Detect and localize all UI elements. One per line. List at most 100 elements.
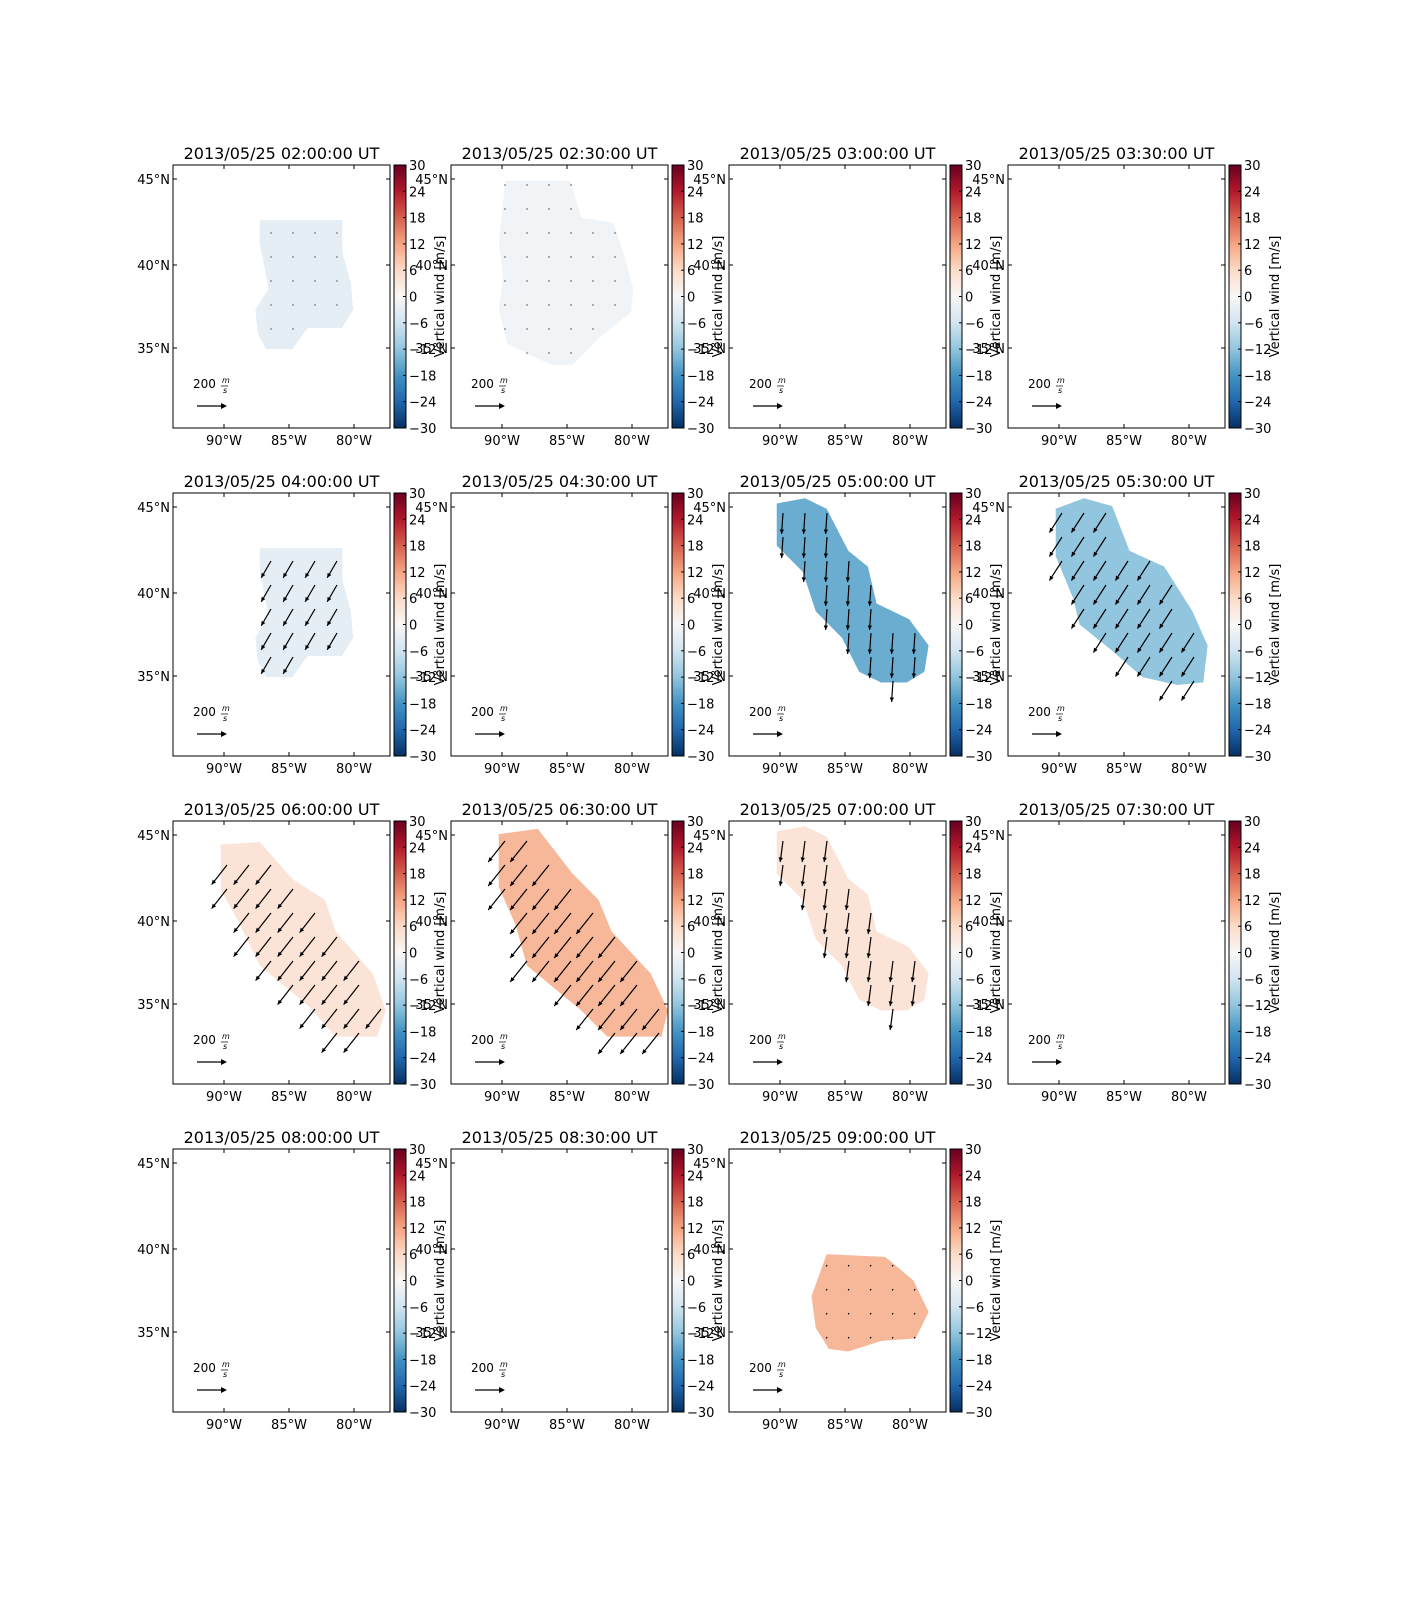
wind-cell [272, 857, 282, 867]
wind-cell [568, 237, 578, 247]
wind-cell [290, 691, 300, 701]
wind-arrow [336, 232, 338, 234]
wind-cell [245, 273, 255, 283]
wind-cell [209, 821, 219, 831]
wind-cell [1215, 574, 1225, 584]
colorbar-tick-label: 24 [409, 185, 426, 200]
wind-cell [254, 165, 264, 175]
wind-cell [317, 183, 327, 193]
wind-cell [604, 327, 614, 337]
wind-arrow [314, 304, 316, 306]
wind-arrow [1092, 608, 1107, 629]
panel-title: 2013/05/25 05:00:00 UT [740, 472, 936, 491]
colorbar-tick-label: 24 [965, 513, 982, 528]
wind-arrow [548, 184, 550, 186]
wind-cell [460, 219, 470, 229]
wind-arrow [779, 512, 785, 535]
wind-cell [559, 192, 569, 202]
wind-cell [191, 655, 201, 665]
wind-cell [227, 610, 237, 620]
wind-cell [299, 866, 309, 876]
wind-cell [1071, 556, 1081, 566]
wind-cell [173, 893, 183, 903]
wind-cell [182, 372, 192, 382]
wind-cell [191, 417, 201, 427]
wind-cell [1134, 637, 1144, 647]
wind-cell [263, 246, 273, 256]
wind-cell [855, 610, 865, 620]
wind-cell [514, 399, 524, 409]
wind-cell [290, 228, 300, 238]
wind-cell [344, 363, 354, 373]
wind-cell [1044, 745, 1054, 755]
wind-cell [550, 228, 560, 238]
wind-cell [478, 174, 488, 184]
wind-cell [1044, 556, 1054, 566]
wind-cell [182, 574, 192, 584]
wind-cell [936, 619, 946, 629]
wind-cell [550, 408, 560, 418]
wind-cell [613, 390, 623, 400]
wind-cell [792, 592, 802, 602]
wind-cell [559, 219, 569, 229]
wind-cell [362, 300, 372, 310]
wind-cell [1080, 709, 1090, 719]
wind-cell [263, 920, 273, 930]
wind-cell [1116, 574, 1126, 584]
wind-cell [1116, 520, 1126, 530]
wind-cell [810, 691, 820, 701]
wind-cell [371, 911, 381, 921]
wind-cell [191, 938, 201, 948]
wind-cell [371, 390, 381, 400]
wind-cell [371, 727, 381, 737]
wind-cell [478, 255, 488, 265]
wind-cell [344, 583, 354, 593]
wind-cell [595, 408, 605, 418]
wind-cell [649, 192, 659, 202]
wind-cell [604, 426, 614, 436]
colorbar-tick-label: −24 [965, 396, 992, 411]
wind-cell [1062, 556, 1072, 566]
wind-cell [595, 228, 605, 238]
wind-cell [254, 956, 264, 966]
wind-cell [1071, 718, 1081, 728]
wind-arrow [867, 632, 873, 655]
wind-cell [254, 372, 264, 382]
wind-cell [182, 556, 192, 566]
wind-cell [1143, 628, 1153, 638]
wind-cell [1188, 538, 1198, 548]
wind-cell [245, 601, 255, 611]
quiver-key-unit-num: m [778, 376, 786, 385]
wind-cell [173, 556, 183, 566]
wind-cell [846, 565, 856, 575]
coastline [879, 593, 946, 706]
wind-arrow-head [823, 529, 829, 534]
wind-cell [469, 255, 479, 265]
wind-cell [209, 547, 219, 557]
wind-cell [371, 381, 381, 391]
wind-cell [353, 237, 354, 247]
wind-cell [1170, 709, 1180, 719]
wind-cell [631, 381, 641, 391]
wind-cell [1062, 628, 1072, 638]
wind-cell [855, 574, 865, 584]
wind-cell [173, 673, 183, 683]
wind-cell [1107, 682, 1117, 685]
wind-cell [182, 938, 192, 948]
wind-arrow-head [801, 577, 807, 582]
coastline [1182, 189, 1210, 200]
wind-cell [469, 264, 479, 274]
wind-cell [496, 417, 506, 427]
wind-cell [846, 529, 856, 539]
wind-cell [776, 664, 784, 674]
wind-cell [173, 363, 183, 373]
wind-cell [559, 183, 569, 193]
wind-cell [532, 309, 542, 319]
wind-cell [317, 264, 327, 274]
wind-cell [1125, 498, 1135, 503]
wind-cell [290, 390, 300, 400]
wind-cell [380, 565, 390, 575]
wind-cell [828, 529, 838, 539]
wind-cell [1170, 592, 1180, 602]
wind-cell [550, 354, 560, 364]
